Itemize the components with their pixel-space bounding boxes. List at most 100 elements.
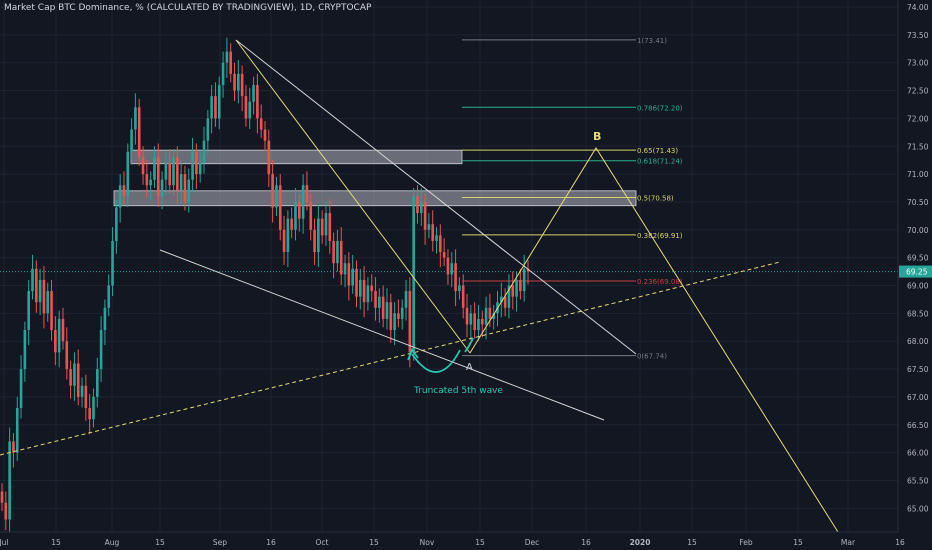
y-tick-label: 71.00: [907, 170, 929, 179]
x-tick-label: Aug: [105, 538, 120, 547]
x-tick-label: 15: [475, 538, 485, 547]
y-tick-label: 73.50: [907, 31, 929, 40]
candle-body: [183, 174, 187, 202]
x-tick-label: Mar: [841, 538, 856, 547]
candle-body: [172, 157, 175, 186]
y-tick-label: 66.50: [907, 421, 929, 430]
candle-body: [374, 291, 377, 308]
x-tick-label: 16: [266, 538, 276, 547]
candle-body: [240, 73, 244, 97]
candle-body: [179, 174, 183, 191]
x-tick-label: 15: [687, 538, 697, 547]
x-tick-label: 15: [793, 538, 803, 547]
candle-body: [168, 162, 172, 186]
candle-body: [61, 318, 65, 342]
candle-body: [492, 313, 495, 319]
candle-body: [427, 224, 431, 230]
candle-body: [160, 179, 164, 197]
candle-body: [378, 296, 381, 308]
candle-body: [111, 240, 114, 286]
candle-body: [92, 396, 95, 420]
y-tick-label: 70.50: [907, 198, 929, 207]
x-tick-label: Nov: [420, 538, 435, 547]
candle-body: [27, 291, 30, 331]
candle-body: [23, 330, 27, 370]
y-tick-label: 70.00: [907, 226, 929, 235]
candle-body: [480, 318, 484, 325]
candle-body: [339, 240, 343, 275]
candle-body: [256, 84, 259, 119]
candle-body: [12, 441, 15, 453]
candle-body: [385, 302, 389, 319]
candle-body: [4, 502, 8, 520]
candle-body: [65, 341, 69, 370]
candle-body: [389, 302, 393, 331]
candle-body: [88, 408, 91, 420]
candle-body: [210, 96, 213, 119]
candle-body: [313, 229, 316, 253]
candle-body: [76, 363, 80, 397]
candle-body: [370, 285, 374, 292]
wave-line-down: [235, 39, 471, 354]
candle-body: [519, 279, 522, 292]
candle-body: [107, 285, 111, 308]
candle-body: [73, 363, 76, 386]
wave-a-label: A: [466, 362, 473, 373]
candle-body: [397, 313, 400, 319]
candle-body: [412, 196, 415, 353]
candle-body: [271, 174, 274, 208]
truncated-wave-label: Truncated 5th wave: [413, 386, 503, 396]
x-tick-label: Oct: [316, 538, 329, 547]
candle-body: [263, 129, 267, 141]
y-tick-label: 69.00: [907, 282, 929, 291]
y-tick-label: 66.00: [907, 449, 929, 458]
fib-level-label: 0.236(69.08): [637, 278, 683, 286]
candle-body: [343, 263, 347, 275]
candle-body: [526, 268, 530, 272]
fib-level-label: 0.382(69.91): [637, 232, 683, 240]
current-price-label: 69.25: [906, 268, 928, 277]
x-tick-label: 16: [581, 538, 591, 547]
candle-body: [500, 296, 503, 303]
candle-body: [477, 318, 480, 331]
candle-body: [522, 268, 526, 292]
candle-body: [484, 307, 488, 325]
time-axis: [0, 532, 932, 550]
candle-body: [126, 151, 130, 197]
candle-body: [8, 441, 11, 520]
y-tick-label: 65.50: [907, 476, 929, 485]
candle-body: [176, 157, 179, 191]
candle-body: [362, 279, 366, 303]
candle-body: [259, 118, 263, 130]
y-tick-label: 73.00: [907, 59, 929, 68]
candle-body: [145, 174, 149, 186]
candle-body: [336, 240, 339, 264]
candle-body: [393, 313, 396, 331]
candle-body: [195, 151, 198, 175]
candle-body: [465, 307, 469, 325]
truncated-wave-curve: [411, 349, 461, 373]
candle-body: [381, 296, 385, 319]
candle-body: [400, 307, 404, 319]
candle-body: [206, 118, 210, 141]
candle-body: [80, 385, 84, 397]
x-tick-label: 15: [51, 538, 61, 547]
candle-body: [198, 162, 202, 175]
candle-body: [252, 84, 255, 102]
candle-body: [84, 385, 88, 409]
wave-b-label: B: [593, 130, 601, 143]
candle-body: [458, 285, 461, 292]
candle-body: [305, 185, 309, 202]
candle-body: [19, 369, 23, 409]
candle-body: [446, 257, 450, 275]
x-tick-label: 15: [369, 538, 379, 547]
truncated-wave-arrowhead: [407, 348, 419, 361]
candle-body: [54, 330, 57, 353]
x-tick-label: Jul: [0, 538, 9, 547]
candle-body: [233, 73, 236, 91]
candle-body: [282, 229, 286, 253]
candle-body: [0, 491, 4, 503]
candle-body: [122, 185, 126, 197]
